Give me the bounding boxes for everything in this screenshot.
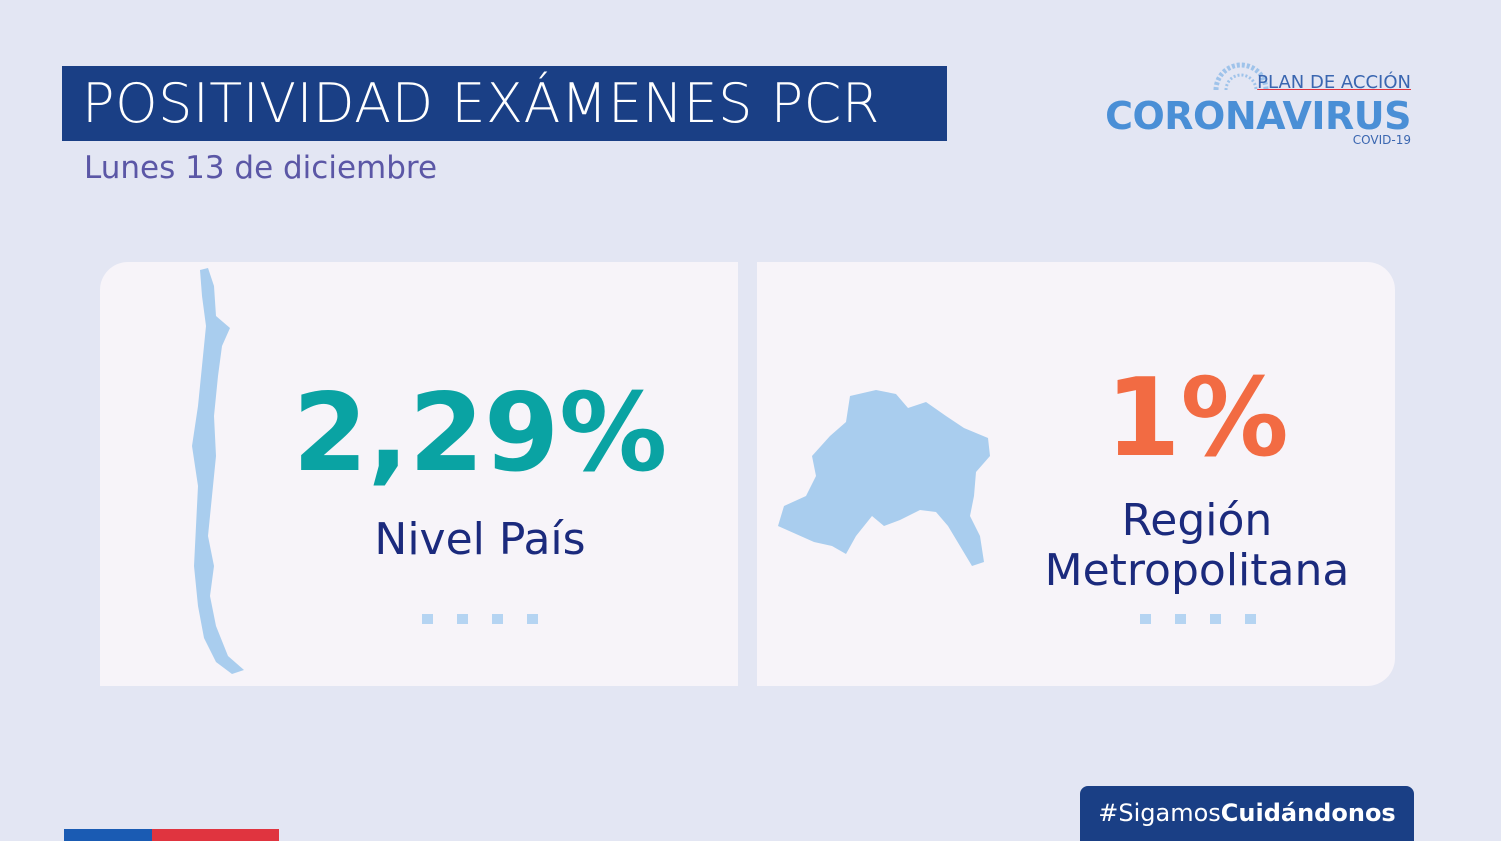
flag-blue [64,829,152,841]
subtitle: Lunes 13 de diciembre [84,150,438,186]
region-map [778,390,990,566]
card-label: Región [1121,495,1273,546]
flag-red [152,829,279,841]
title: POSITIVIDAD EXÁMENES PCR [82,72,880,135]
card-label: Metropolitana [1044,545,1350,596]
dots [1140,614,1256,624]
hashtag-bold: Cuidándonos [1220,799,1396,827]
card-value: 2,29% [292,371,668,496]
dots [422,614,538,624]
hashtag-prefix: #Sigamos [1098,799,1221,827]
logo-top: PLAN DE ACCIÓN [1257,72,1411,93]
card-label: Nivel País [374,514,586,565]
title-box: POSITIVIDAD EXÁMENES PCR [62,66,947,141]
logo-sub: COVID-19 [1352,133,1411,147]
card-value: 1% [1105,356,1289,481]
logo-main: CORONAVIRUS [1105,94,1411,138]
hashtag: #SigamosCuidándonos [1080,786,1414,841]
chile-map [192,268,244,674]
logo-icon [1213,62,1269,91]
